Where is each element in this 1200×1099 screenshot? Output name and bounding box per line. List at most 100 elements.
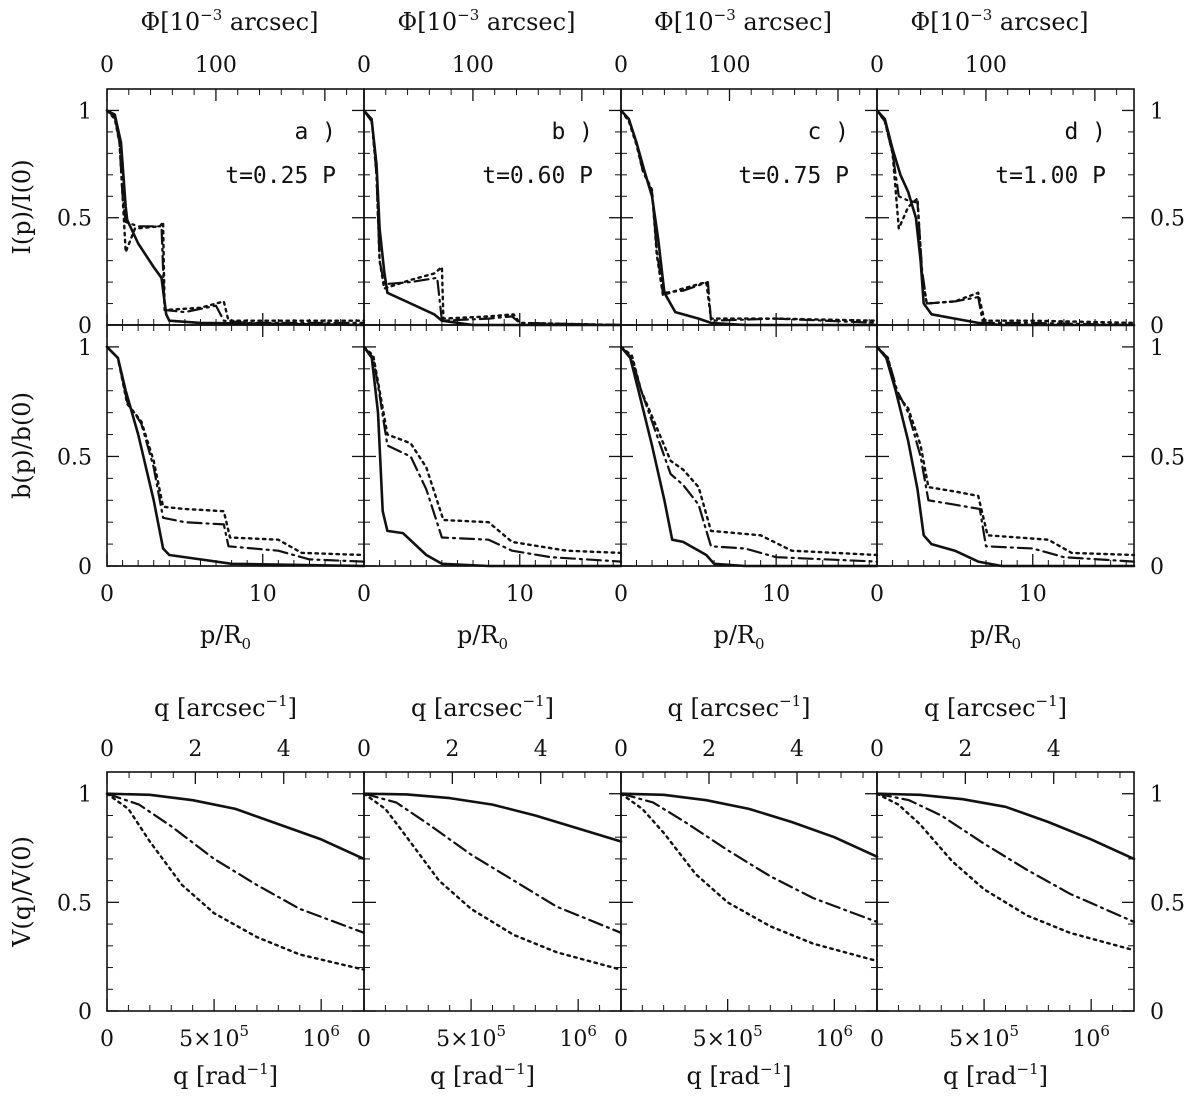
top-axis-title: q [arcsec−1] <box>154 692 297 722</box>
y-tick-label-right: 1 <box>1150 99 1164 124</box>
brightness-dotted-curve-1 <box>105 345 366 557</box>
x-tick-label: 106 <box>302 1022 340 1052</box>
top-axis-title: Φ[10−3 arcsec] <box>911 6 1089 36</box>
top-tick-label: 2 <box>958 737 972 762</box>
x-axis-title: q [rad−1] <box>687 1060 792 1090</box>
panel-label: a ) <box>294 119 336 145</box>
x-axis-title: q [rad−1] <box>173 1060 278 1090</box>
brightness-dashdot-curve-2 <box>362 345 623 563</box>
x-tick-label: 0 <box>870 1027 884 1052</box>
time-label: t=0.60 P <box>482 163 593 189</box>
y-tick-label-left: 0.5 <box>57 207 92 232</box>
top-axis-title: Φ[10−3 arcsec] <box>141 6 319 36</box>
intensity-dotted-curve-1 <box>105 109 366 322</box>
visibility-solid-curve-4 <box>875 792 1136 861</box>
x-tick-label: 5×105 <box>693 1022 763 1052</box>
y-axis-title: b(p)/b(0) <box>8 392 36 499</box>
x-tick-label: 106 <box>559 1022 597 1052</box>
visibility-dashdot-curve-3 <box>619 792 879 923</box>
top-axis-title: q [arcsec−1] <box>667 692 810 722</box>
top-tick-label: 0 <box>100 53 114 78</box>
visibility-dashdot-curve-4 <box>875 792 1136 923</box>
top-tick-label: 4 <box>790 737 804 762</box>
visibility-solid-curve-3 <box>619 792 879 858</box>
visibility-dotted-curve-3 <box>619 792 879 963</box>
x-tick-label: 0 <box>614 582 628 607</box>
y-tick-label-left: 0 <box>78 314 92 339</box>
x-tick-label: 5×105 <box>949 1022 1019 1052</box>
y-axis-title: V(q)/V(0) <box>8 836 36 948</box>
x-tick-label: 5×105 <box>436 1022 506 1052</box>
panel-label: c ) <box>807 119 849 145</box>
y-tick-label-left: 1 <box>78 336 92 361</box>
x-axis-title: p/R0 <box>713 621 764 653</box>
top-tick-label: 4 <box>277 737 291 762</box>
top-tick-label: 4 <box>1047 737 1061 762</box>
x-axis-title: q [rad−1] <box>430 1060 535 1090</box>
brightness-dotted-curve-4 <box>875 345 1136 557</box>
visibility-dotted-curve-2 <box>362 792 623 971</box>
visibility-dashdot-curve-1 <box>105 792 366 934</box>
y-tick-label-right: 1 <box>1150 783 1164 808</box>
top-tick-label: 0 <box>870 737 884 762</box>
x-tick-label: 106 <box>1072 1022 1110 1052</box>
axis-ticks <box>106 88 1134 1012</box>
top-tick-label: 0 <box>870 53 884 78</box>
y-tick-label-left: 1 <box>78 783 92 808</box>
visibility-dotted-curve-4 <box>875 792 1136 952</box>
y-tick-label-right: 0 <box>1150 1000 1164 1025</box>
y-tick-label-right: 0 <box>1150 314 1164 339</box>
top-tick-label: 100 <box>708 53 750 78</box>
y-tick-label-left: 0 <box>78 555 92 580</box>
x-axis-title: q [rad−1] <box>943 1060 1048 1090</box>
x-tick-label: 0 <box>357 1027 371 1052</box>
x-tick-label: 106 <box>816 1022 854 1052</box>
y-tick-label-left: 1 <box>78 99 92 124</box>
brightness-solid-curve-3 <box>619 345 879 568</box>
intensity-dashdot-curve-4 <box>875 109 1136 327</box>
top-tick-label: 0 <box>357 53 371 78</box>
time-label: t=0.75 P <box>738 163 849 189</box>
x-axis-title: p/R0 <box>970 621 1021 653</box>
x-tick-label: 10 <box>762 582 790 607</box>
top-tick-label: 0 <box>357 737 371 762</box>
top-tick-label: 4 <box>534 737 548 762</box>
y-tick-label-left: 0.5 <box>57 891 92 916</box>
brightness-dashdot-curve-1 <box>105 345 366 563</box>
x-tick-label: 0 <box>100 1027 114 1052</box>
visibility-solid-curve-1 <box>105 792 366 861</box>
x-tick-label: 0 <box>357 582 371 607</box>
top-axis-title: q [arcsec−1] <box>924 692 1067 722</box>
top-tick-label: 100 <box>965 53 1007 78</box>
y-tick-label-right: 0 <box>1150 555 1164 580</box>
y-tick-label-left: 0 <box>78 1000 92 1025</box>
y-tick-label-right: 0.5 <box>1150 891 1185 916</box>
panel-label: b ) <box>551 119 593 145</box>
x-axis-title: p/R0 <box>457 621 508 653</box>
x-tick-label: 0 <box>100 582 114 607</box>
panel-label: d ) <box>1064 119 1106 145</box>
top-tick-label: 2 <box>188 737 202 762</box>
intensity-dotted-curve-3 <box>619 109 879 322</box>
visibility-dotted-curve-1 <box>105 792 366 971</box>
top-tick-label: 100 <box>452 53 494 78</box>
x-tick-label: 0 <box>870 582 884 607</box>
top-tick-label: 0 <box>614 53 628 78</box>
top-axis-title: Φ[10−3 arcsec] <box>654 6 832 36</box>
brightness-solid-curve-2 <box>362 345 623 568</box>
visibility-solid-curve-2 <box>362 792 623 843</box>
time-label: t=0.25 P <box>225 163 336 189</box>
time-label: t=1.00 P <box>995 163 1106 189</box>
y-tick-label-left: 0.5 <box>57 445 92 470</box>
top-tick-label: 2 <box>702 737 716 762</box>
brightness-dashdot-curve-3 <box>619 345 879 563</box>
x-tick-label: 5×105 <box>179 1022 249 1052</box>
brightness-dashdot-curve-4 <box>875 345 1136 563</box>
intensity-dotted-curve-4 <box>875 109 1136 325</box>
top-axis-title: q [arcsec−1] <box>411 692 554 722</box>
y-tick-label-right: 1 <box>1150 336 1164 361</box>
top-tick-label: 2 <box>445 737 459 762</box>
